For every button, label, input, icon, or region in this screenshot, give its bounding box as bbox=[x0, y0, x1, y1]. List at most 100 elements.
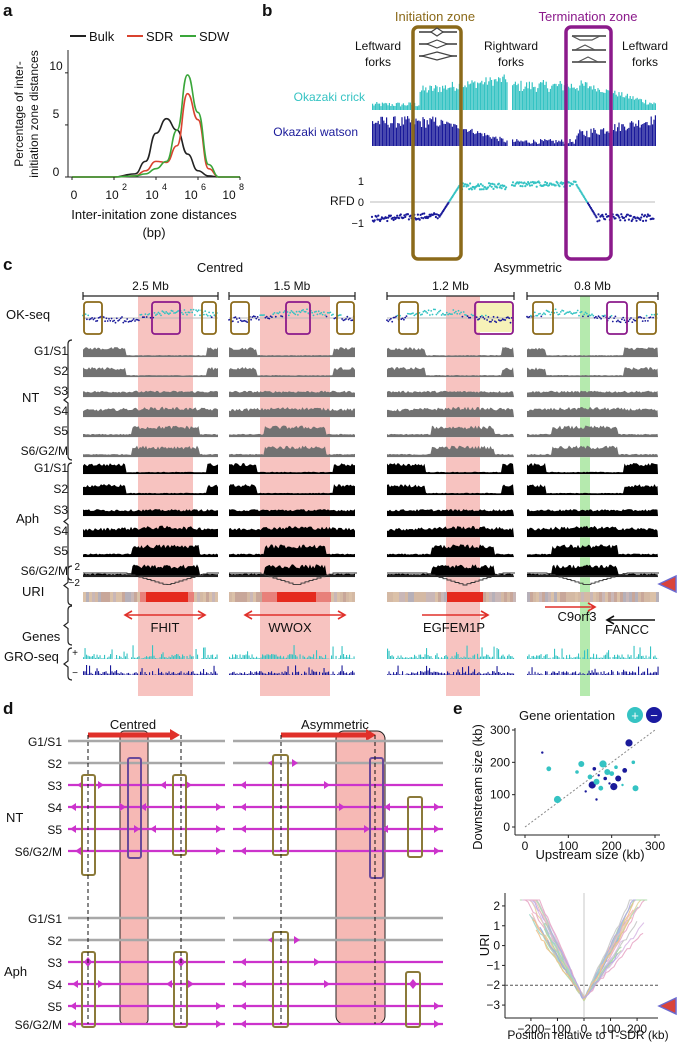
gro-minus-bar bbox=[393, 672, 395, 675]
gro-minus-bar bbox=[498, 672, 500, 675]
timing-profile bbox=[387, 406, 514, 417]
okseq-dot bbox=[593, 316, 596, 319]
okseq-dot bbox=[623, 319, 626, 322]
crick-bar bbox=[633, 99, 635, 110]
gro-minus-bar bbox=[460, 674, 462, 675]
uri-heat-cell bbox=[86, 592, 89, 602]
gro-plus-bar bbox=[426, 648, 428, 659]
gro-minus-bar bbox=[600, 671, 602, 675]
gro-plus-bar bbox=[478, 657, 480, 659]
gro-minus-bar bbox=[465, 671, 467, 675]
rfd-dot bbox=[623, 216, 626, 219]
crick-bar bbox=[416, 106, 418, 110]
okseq-dot bbox=[597, 315, 600, 318]
gro-minus-bar bbox=[618, 672, 620, 675]
okseq-dot bbox=[479, 315, 482, 318]
gro-plus-bar bbox=[591, 657, 593, 659]
okseq-dot bbox=[287, 314, 290, 317]
gro-plus-bar bbox=[405, 657, 407, 659]
gro-minus-bar bbox=[286, 672, 288, 675]
okseq-dot bbox=[598, 316, 601, 319]
gro-minus-bar bbox=[597, 672, 599, 675]
e-scatter-point bbox=[541, 751, 544, 754]
e-uri-ytick-label: 0 bbox=[493, 939, 500, 953]
rfd-dot bbox=[589, 206, 593, 210]
okseq-dot bbox=[631, 321, 634, 323]
watson-bar bbox=[409, 122, 411, 146]
okseq-dot bbox=[203, 313, 205, 316]
watson-bar bbox=[388, 127, 390, 146]
d-fork-right bbox=[324, 980, 330, 988]
gro-minus-bar bbox=[167, 673, 169, 675]
e-scatter-xlabel: Upstream size (kb) bbox=[535, 847, 644, 862]
gro-plus-bar bbox=[340, 655, 342, 659]
gro-minus-bar bbox=[593, 672, 595, 675]
gro-minus-bar bbox=[260, 671, 262, 675]
gro-plus-bar bbox=[436, 653, 438, 659]
watson-bar bbox=[622, 124, 624, 146]
watson-bar bbox=[498, 141, 500, 146]
gro-minus-bar bbox=[417, 671, 419, 675]
crick-bar bbox=[377, 103, 379, 110]
crick-bar bbox=[597, 88, 599, 110]
gro-plus-bar bbox=[578, 653, 580, 659]
uri-heat-cell bbox=[295, 592, 298, 602]
rfd-dot bbox=[435, 213, 438, 216]
gro-minus-bar bbox=[140, 671, 142, 675]
watson-bar bbox=[652, 124, 654, 146]
crick-bar bbox=[451, 81, 453, 110]
rfd-dot bbox=[578, 188, 581, 191]
crick-bar bbox=[465, 87, 467, 110]
okseq-dot bbox=[535, 314, 537, 317]
gro-plus-bar bbox=[183, 656, 185, 659]
gro-minus-bar bbox=[353, 672, 355, 675]
d-fork-right bbox=[216, 803, 222, 811]
gro-minus-bar bbox=[256, 671, 258, 675]
okseq-dot bbox=[444, 313, 447, 316]
okseq-dot bbox=[570, 312, 573, 315]
crick-bar bbox=[614, 90, 616, 110]
gro-minus-bar bbox=[466, 674, 468, 675]
gro-minus-bar bbox=[101, 674, 103, 675]
watson-bar bbox=[470, 129, 472, 146]
crick-bar bbox=[579, 85, 581, 110]
watson-bar bbox=[625, 130, 627, 146]
okseq-dot bbox=[432, 308, 435, 311]
c-group-asymmetric: Asymmetric bbox=[494, 260, 562, 275]
gro-plus-bar bbox=[399, 657, 401, 659]
okseq-dot bbox=[96, 319, 99, 322]
uri-heat-cell bbox=[551, 592, 554, 602]
watson-bar bbox=[435, 117, 437, 146]
gro-plus-bar bbox=[135, 657, 137, 659]
watson-bar bbox=[477, 131, 479, 146]
okseq-dot bbox=[297, 314, 299, 316]
gro-plus-bar bbox=[156, 658, 158, 659]
rfd-dot bbox=[630, 219, 633, 223]
okseq-dot bbox=[180, 311, 183, 314]
okseq-dot bbox=[619, 321, 622, 324]
uri-heat-cell bbox=[167, 592, 170, 602]
okseq-dot bbox=[298, 310, 301, 313]
crick-bar bbox=[607, 90, 609, 110]
uri-heat-cell bbox=[262, 592, 265, 602]
gro-plus-bar bbox=[95, 657, 97, 659]
gro-minus-bar bbox=[162, 673, 164, 675]
gro-minus-bar bbox=[194, 673, 196, 675]
gro-plus-bar bbox=[408, 658, 410, 659]
rfd-dot bbox=[437, 214, 440, 217]
watson-bar bbox=[415, 118, 417, 146]
watson-bar bbox=[570, 142, 572, 146]
gro-minus-bar bbox=[424, 671, 426, 675]
uri-heat-cell bbox=[271, 592, 274, 602]
crick-bar bbox=[418, 105, 420, 110]
gro-minus-bar bbox=[198, 674, 200, 675]
timing-profile bbox=[527, 463, 658, 474]
uri-heat-cell bbox=[507, 592, 510, 602]
d-fork-left bbox=[166, 980, 172, 988]
okseq-dot bbox=[386, 319, 388, 322]
okseq-dot bbox=[115, 317, 118, 320]
gro-minus-bar bbox=[349, 673, 351, 675]
rfd-dot bbox=[418, 218, 421, 221]
gro-minus-bar bbox=[319, 671, 321, 675]
uri-heat-cell bbox=[590, 592, 593, 602]
